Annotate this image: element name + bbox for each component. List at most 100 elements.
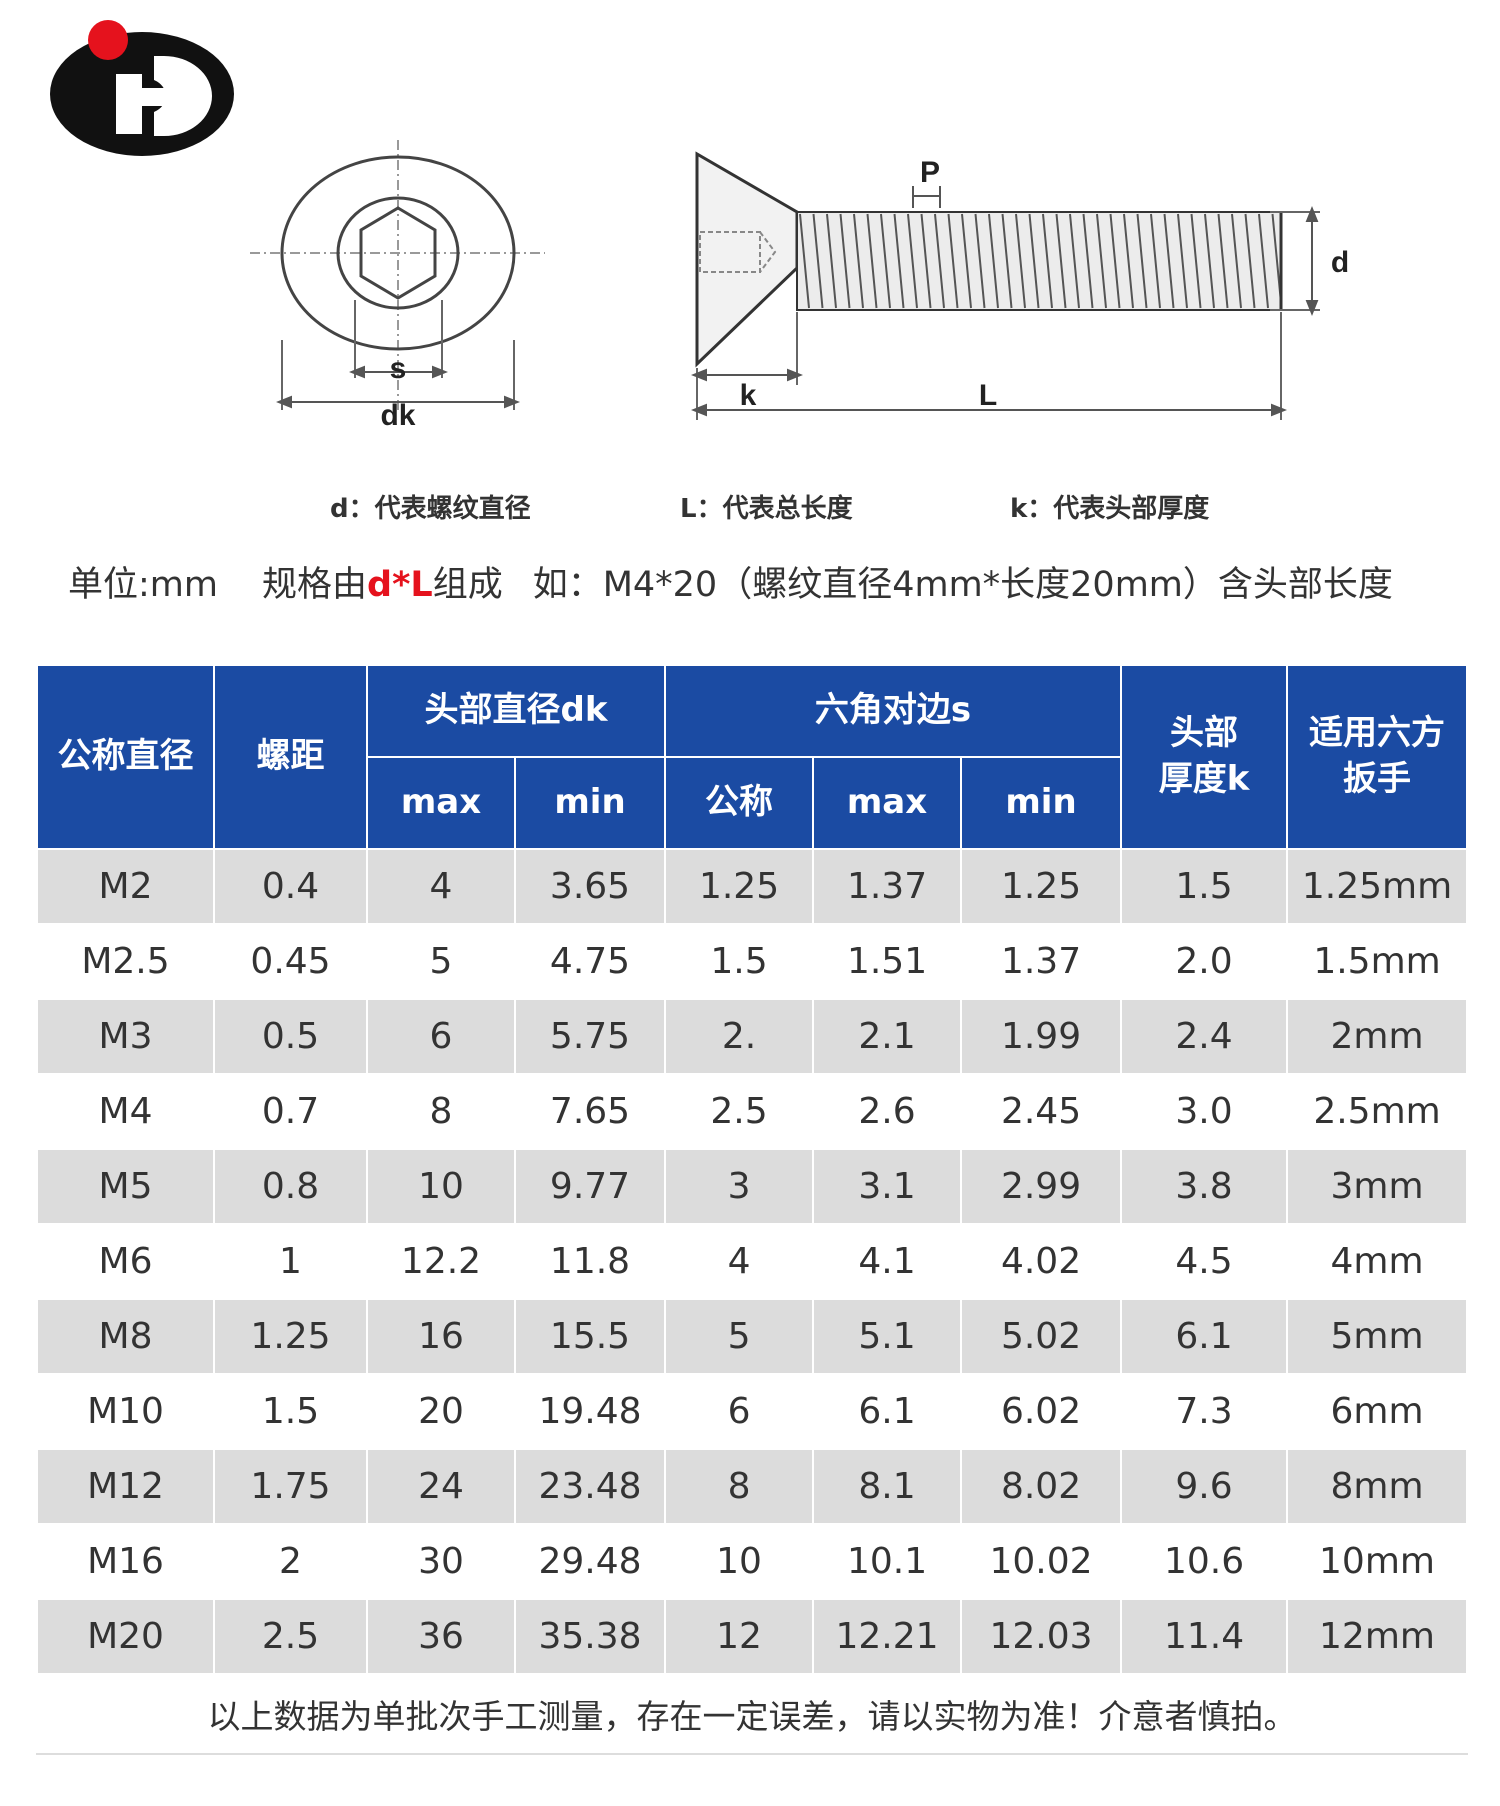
header-wrench: 适用六方 扳手	[1286, 664, 1469, 850]
table-cell: 8.02	[960, 1448, 1123, 1525]
table-cell: 6	[366, 998, 516, 1075]
table-cell: 2.5	[664, 1073, 815, 1150]
header-head-diameter: 头部直径dk	[365, 664, 667, 758]
table-cell: M20	[36, 1598, 215, 1675]
header-nominal-diameter: 公称直径	[36, 664, 215, 850]
table-row: M20 2.5 36 35.38 12 12.21 12.03 11.4 12mm	[36, 1598, 1469, 1675]
table-cell: 3.65	[513, 848, 667, 925]
legend-d: d：代表螺纹直径	[330, 494, 531, 524]
header-wrench-line2: 扳手	[1343, 759, 1412, 799]
table-cell: 4.5	[1120, 1223, 1289, 1300]
header-dk-max: max	[366, 756, 516, 850]
table-cell: 0.5	[213, 998, 368, 1075]
table-cell: M12	[36, 1448, 215, 1525]
table-cell: 2.6	[812, 1073, 963, 1150]
spec-table-body: M2 0.4 4 3.65 1.25 1.37 1.25 1.5 1.25mm M2.5 0.45 5…	[36, 848, 1469, 1675]
table-cell: 30	[366, 1523, 516, 1600]
table-cell: 10	[366, 1148, 516, 1225]
table-cell: 7.3	[1120, 1373, 1289, 1450]
table-cell: 23.48	[513, 1448, 667, 1525]
table-cell: 2.5	[213, 1598, 368, 1675]
table-cell: 12	[664, 1598, 815, 1675]
spec-prefix: 规格由	[261, 565, 367, 605]
table-cell: 35.38	[513, 1598, 667, 1675]
table-cell: 1.5	[1120, 848, 1289, 925]
table-cell: 1.5	[664, 923, 815, 1000]
table-cell: 10.6	[1120, 1523, 1289, 1600]
label-s: s	[390, 352, 407, 385]
table-cell: 9.77	[513, 1148, 667, 1225]
table-cell: 3	[664, 1148, 815, 1225]
table-cell: 1.75	[213, 1448, 368, 1525]
table-cell: 1.51	[812, 923, 963, 1000]
table-cell: 0.8	[213, 1148, 368, 1225]
table-cell: 4	[366, 848, 516, 925]
table-cell: 1.5	[213, 1373, 368, 1450]
spec-l: L	[410, 565, 433, 605]
table-cell: 0.45	[213, 923, 368, 1000]
table-cell: 8	[664, 1448, 815, 1525]
table-cell: 4mm	[1286, 1223, 1469, 1300]
table-cell: 2.4	[1120, 998, 1289, 1075]
table-cell: 0.4	[213, 848, 368, 925]
table-cell: 4.02	[960, 1223, 1123, 1300]
table-cell: M10	[36, 1373, 215, 1450]
label-k: k	[740, 379, 757, 412]
table-cell: 6.02	[960, 1373, 1123, 1450]
table-cell: 4	[664, 1223, 815, 1300]
footnote: 以上数据为单批次手工测量，存在一定误差，请以实物为准！介意者慎拍。	[35, 1673, 1469, 1755]
table-cell: 4.1	[812, 1223, 963, 1300]
header-s-nominal: 公称	[664, 756, 815, 850]
table-cell: 24	[366, 1448, 516, 1525]
table-cell: 2	[213, 1523, 368, 1600]
table-cell: 16	[366, 1298, 516, 1375]
table-cell: M2.5	[36, 923, 215, 1000]
table-cell: 6.1	[1120, 1298, 1289, 1375]
legend-k: k：代表头部厚度	[1010, 494, 1210, 524]
table-cell: 6.1	[812, 1373, 963, 1450]
table-cell: M6	[36, 1223, 215, 1300]
screw-top-view: s dk	[250, 140, 545, 432]
header-s-max: max	[812, 756, 963, 850]
table-cell: M16	[36, 1523, 215, 1600]
table-row: M5 0.8 10 9.77 3 3.1 2.99 3.8 3mm	[36, 1148, 1469, 1225]
table-row: M3 0.5 6 5.75 2. 2.1 1.99 2.4 2mm	[36, 998, 1469, 1075]
screw-side-view: P d k L	[691, 151, 1349, 420]
brand-logo	[50, 20, 234, 156]
logo-white-crossbar	[116, 88, 176, 106]
table-cell: 20	[366, 1373, 516, 1450]
table-cell: 3.1	[812, 1148, 963, 1225]
header-s-min: min	[960, 756, 1123, 850]
header-head-thickness: 头部 厚度k	[1120, 664, 1289, 850]
table-cell: 2.0	[1120, 923, 1289, 1000]
table-row: M2 0.4 4 3.65 1.25 1.37 1.25 1.5 1.25mm	[36, 848, 1469, 925]
table-cell: 1.37	[960, 923, 1123, 1000]
table-cell: 1.37	[812, 848, 963, 925]
table-cell: 5	[366, 923, 516, 1000]
header-head-thickness-line1: 头部	[1170, 713, 1239, 754]
unit-text: 单位:mm	[68, 565, 218, 605]
spec-example: 如：M4*20（螺纹直径4mm*长度20mm）含头部长度	[532, 565, 1393, 605]
label-p: P	[920, 156, 940, 189]
spec-table: 公称直径 螺距 头部直径dk 六角对边s 头部 厚度k 适用六方 扳手 max …	[35, 664, 1469, 1755]
table-row: M12 1.75 24 23.48 8 8.1 8.02 9.6 8mm	[36, 1448, 1469, 1525]
table-cell: 5mm	[1286, 1298, 1469, 1375]
spec-star: *	[392, 565, 411, 605]
spec-d: d	[367, 565, 393, 605]
table-cell: 1	[213, 1223, 368, 1300]
table-cell: 1.99	[960, 998, 1123, 1075]
table-cell: 19.48	[513, 1373, 667, 1450]
table-cell: 10.1	[812, 1523, 963, 1600]
table-cell: 5	[664, 1298, 815, 1375]
table-cell: M4	[36, 1073, 215, 1150]
table-cell: 3.0	[1120, 1073, 1289, 1150]
table-cell: M5	[36, 1148, 215, 1225]
table-cell: 36	[366, 1598, 516, 1675]
table-cell: 8.1	[812, 1448, 963, 1525]
table-cell: 6	[664, 1373, 815, 1450]
table-cell: 12.21	[812, 1598, 963, 1675]
table-cell: 2.45	[960, 1073, 1123, 1150]
table-cell: 12.03	[960, 1598, 1123, 1675]
table-cell: 4.75	[513, 923, 667, 1000]
table-cell: 11.8	[513, 1223, 667, 1300]
